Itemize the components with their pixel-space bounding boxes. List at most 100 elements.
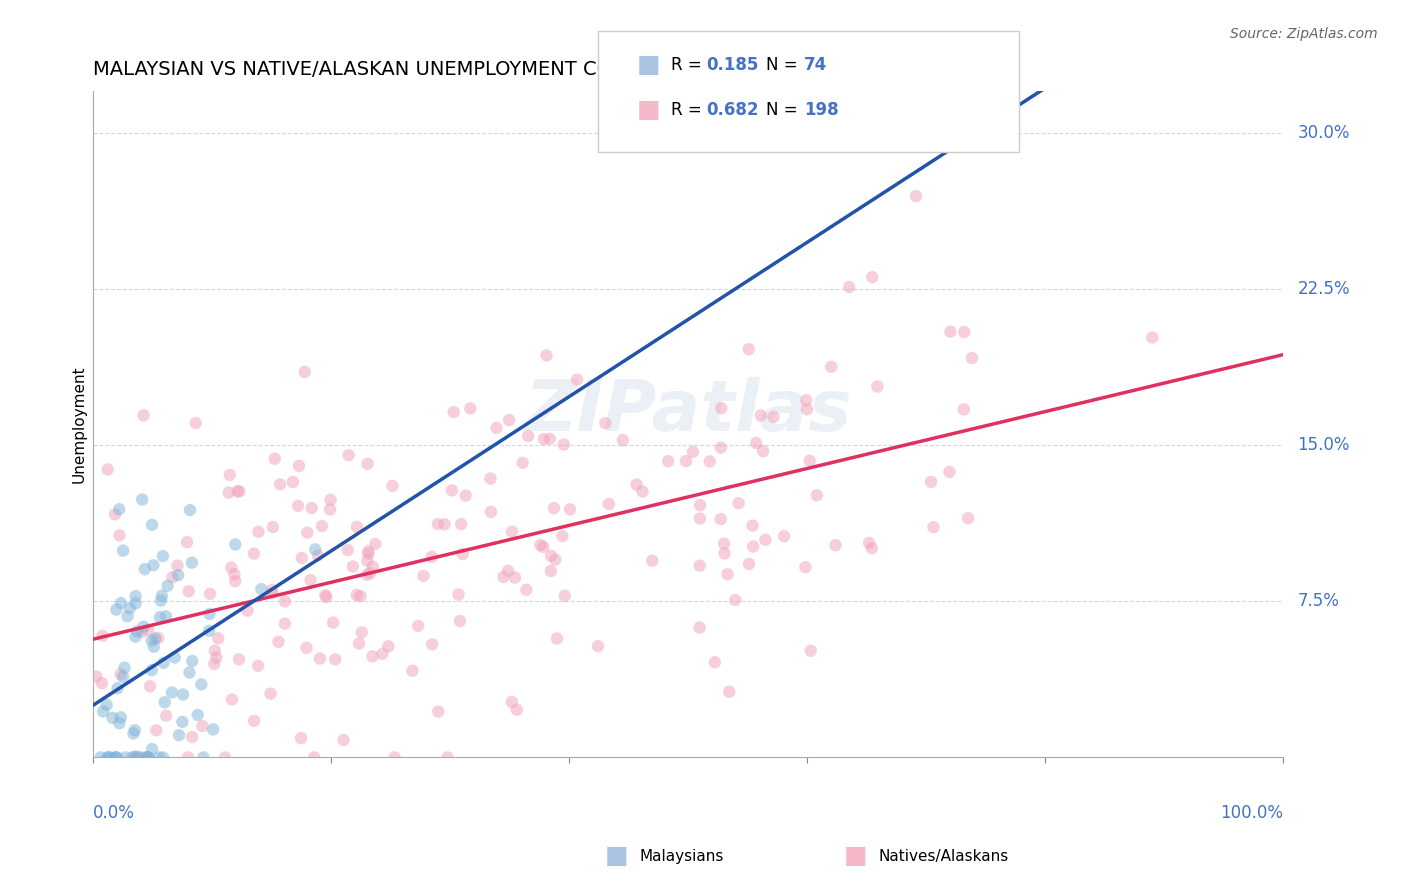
Text: MALAYSIAN VS NATIVE/ALASKAN UNEMPLOYMENT CORRELATION CHART: MALAYSIAN VS NATIVE/ALASKAN UNEMPLOYMENT… xyxy=(93,60,794,78)
Point xyxy=(860,270,883,285)
Point xyxy=(136,623,159,637)
Point xyxy=(322,615,344,630)
Point xyxy=(922,520,945,534)
Point xyxy=(97,750,120,764)
Point xyxy=(401,664,423,678)
Point xyxy=(90,750,112,764)
Point xyxy=(131,624,153,639)
Point xyxy=(90,676,112,690)
Point xyxy=(820,359,842,374)
Point xyxy=(193,750,215,764)
Point xyxy=(155,708,177,723)
Point xyxy=(291,551,314,566)
Point xyxy=(260,582,283,597)
Point xyxy=(699,454,721,468)
Point xyxy=(738,557,761,571)
Point xyxy=(107,681,129,696)
Point xyxy=(181,730,204,744)
Point xyxy=(104,750,127,764)
Point xyxy=(357,544,380,558)
Point xyxy=(538,432,561,446)
Point xyxy=(551,529,574,543)
Point xyxy=(506,703,529,717)
Point xyxy=(207,631,229,645)
Point xyxy=(131,492,153,507)
Point xyxy=(546,632,568,646)
Point xyxy=(364,537,387,551)
Point xyxy=(179,503,201,517)
Point xyxy=(132,409,155,423)
Point xyxy=(177,584,200,599)
Point xyxy=(138,750,160,764)
Point xyxy=(420,549,443,564)
Point xyxy=(110,596,132,610)
Point xyxy=(450,517,472,532)
Point xyxy=(349,589,371,603)
Point xyxy=(114,750,136,764)
Point xyxy=(156,579,179,593)
Point xyxy=(114,661,136,675)
Text: ■: ■ xyxy=(605,845,628,868)
Point xyxy=(479,472,502,486)
Text: R =: R = xyxy=(671,56,707,74)
Point xyxy=(806,488,828,502)
Point xyxy=(689,511,711,525)
Point xyxy=(314,588,336,602)
Point xyxy=(371,647,394,661)
Point xyxy=(84,669,107,683)
Point xyxy=(219,560,242,574)
Point xyxy=(152,656,174,670)
Point xyxy=(152,549,174,563)
Text: ■: ■ xyxy=(844,845,868,868)
Point xyxy=(309,651,332,665)
Point xyxy=(105,602,128,616)
Point xyxy=(860,541,883,556)
Point xyxy=(104,508,127,522)
Point xyxy=(184,416,207,430)
Point xyxy=(124,749,146,764)
Point xyxy=(342,559,364,574)
Point xyxy=(440,483,463,498)
Point xyxy=(752,444,775,458)
Point xyxy=(799,454,821,468)
Point xyxy=(657,454,679,468)
Point xyxy=(315,590,337,604)
Point xyxy=(346,588,368,602)
Point xyxy=(105,750,128,764)
Point xyxy=(710,401,733,416)
Point xyxy=(124,750,146,764)
Point xyxy=(336,543,359,558)
Point xyxy=(689,558,711,573)
Point xyxy=(675,454,697,468)
Point xyxy=(536,348,558,362)
Point xyxy=(503,570,526,584)
Point xyxy=(297,525,319,540)
Point xyxy=(531,540,554,554)
Point xyxy=(631,484,654,499)
Text: N =: N = xyxy=(766,56,803,74)
Point xyxy=(449,614,471,628)
Point xyxy=(501,695,523,709)
Point xyxy=(332,733,354,747)
Point xyxy=(529,538,551,552)
Point xyxy=(136,750,159,764)
Point xyxy=(294,365,316,379)
Point xyxy=(124,630,146,644)
Text: ■: ■ xyxy=(637,54,661,77)
Text: 30.0%: 30.0% xyxy=(1298,124,1350,142)
Text: ■: ■ xyxy=(637,98,661,121)
Point xyxy=(117,609,139,624)
Point xyxy=(586,639,609,653)
Point xyxy=(224,574,246,589)
Point xyxy=(454,489,477,503)
Point xyxy=(938,465,960,479)
Point xyxy=(727,496,749,510)
Point xyxy=(479,505,502,519)
Point xyxy=(543,501,565,516)
Point xyxy=(960,351,983,365)
Point xyxy=(134,750,156,764)
Text: Natives/Alaskans: Natives/Alaskans xyxy=(879,849,1010,863)
Point xyxy=(384,750,406,764)
Point xyxy=(718,684,741,698)
Point xyxy=(443,405,465,419)
